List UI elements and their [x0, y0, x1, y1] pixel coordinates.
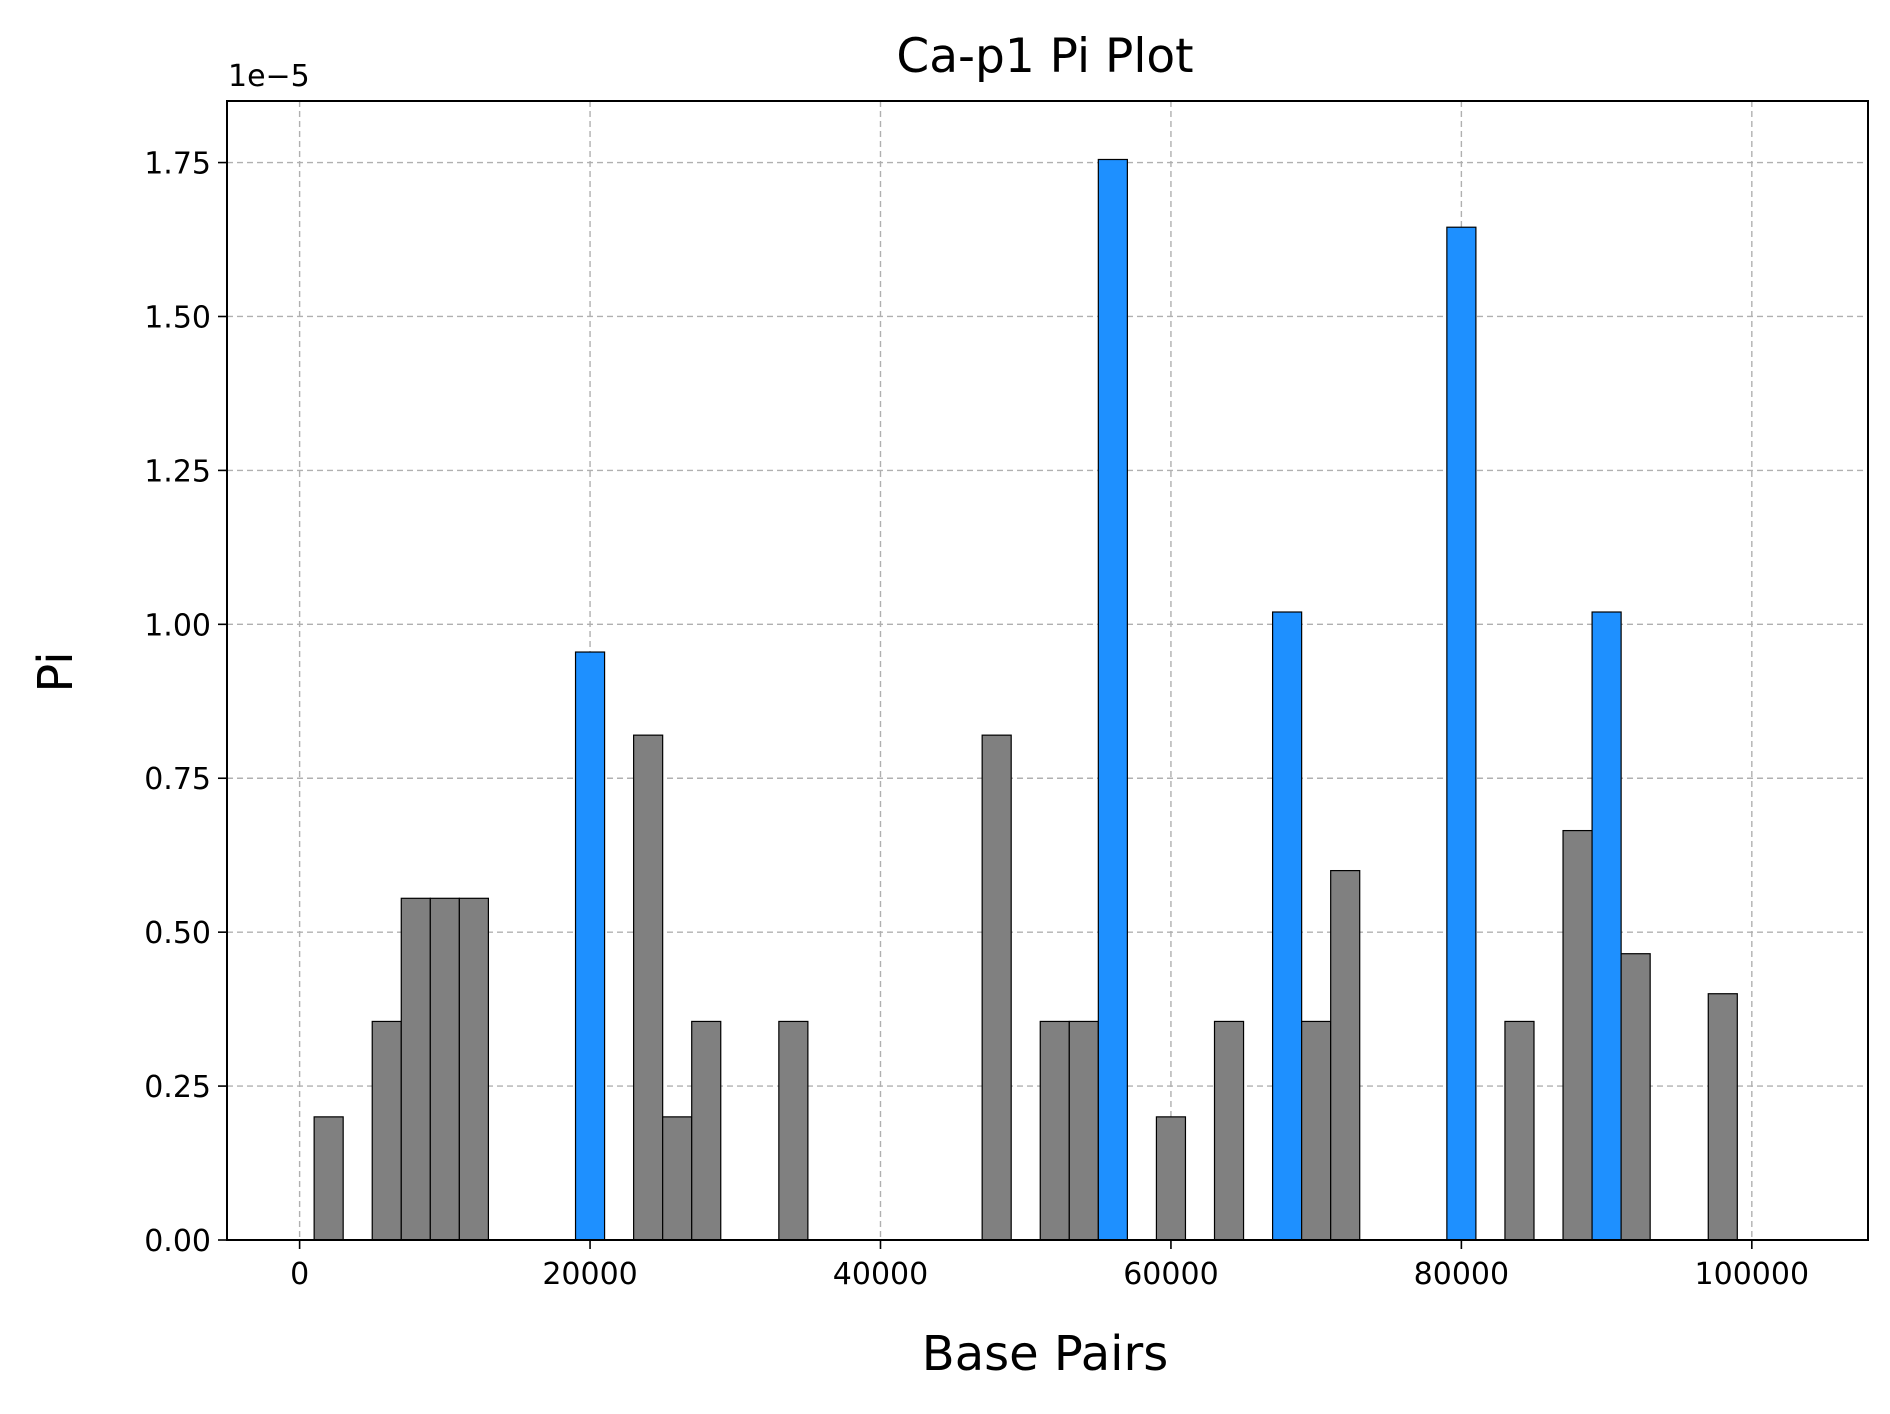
y-tick-label: 1.50	[144, 300, 211, 335]
x-tick-label: 20000	[542, 1257, 637, 1292]
x-tick-label: 100000	[1695, 1257, 1810, 1292]
bar	[371, 1020, 402, 1241]
chart-title: Ca-p1 Pi Plot	[896, 29, 1193, 84]
x-tick-label: 60000	[1123, 1257, 1218, 1292]
plot-frame	[226, 100, 1869, 1241]
highlighted-bar	[1271, 611, 1303, 1241]
bar	[691, 1020, 722, 1241]
bar	[1213, 1020, 1245, 1241]
y-tick-label: 1.75	[144, 147, 211, 182]
x-tick-label: 80000	[1414, 1257, 1509, 1292]
bar	[778, 1020, 809, 1241]
bar	[981, 734, 1012, 1241]
bar	[662, 1116, 693, 1241]
y-tick-label: 0.00	[144, 1224, 211, 1259]
bar	[429, 897, 460, 1241]
bar	[1068, 1020, 1099, 1241]
bar	[1504, 1020, 1535, 1241]
y-tick-label: 0.75	[144, 762, 211, 797]
bar	[458, 897, 489, 1241]
bar	[1620, 953, 1651, 1241]
bar	[633, 734, 664, 1241]
y-axis-title: Pi	[28, 651, 84, 692]
bar-series	[313, 158, 1738, 1241]
bar	[1039, 1020, 1070, 1241]
y-tick-label: 0.25	[144, 1070, 211, 1105]
bar	[313, 1116, 344, 1241]
highlighted-bar	[1591, 611, 1622, 1241]
bar	[400, 897, 431, 1241]
x-tick-label: 0	[290, 1257, 309, 1292]
x-tick-label: 40000	[833, 1257, 928, 1292]
y-axis-offset-label: 1e−5	[228, 59, 310, 94]
bar	[1330, 869, 1361, 1241]
y-tick-label: 1.25	[144, 454, 211, 489]
y-tick-label: 0.50	[144, 916, 211, 951]
y-tick-label: 1.00	[144, 608, 211, 643]
bar	[1301, 1020, 1332, 1241]
x-axis-title: Base Pairs	[922, 1326, 1168, 1382]
highlighted-bar	[1097, 158, 1128, 1241]
bar	[1155, 1116, 1187, 1241]
bar	[1562, 829, 1593, 1241]
axis-ticks: 0 20000 40000 60000 80000 100000 0.00 0.25 0.50 0…	[144, 147, 1809, 1292]
highlighted-bar	[1446, 226, 1477, 1241]
highlighted-bar	[574, 651, 606, 1241]
bar	[1707, 993, 1738, 1241]
